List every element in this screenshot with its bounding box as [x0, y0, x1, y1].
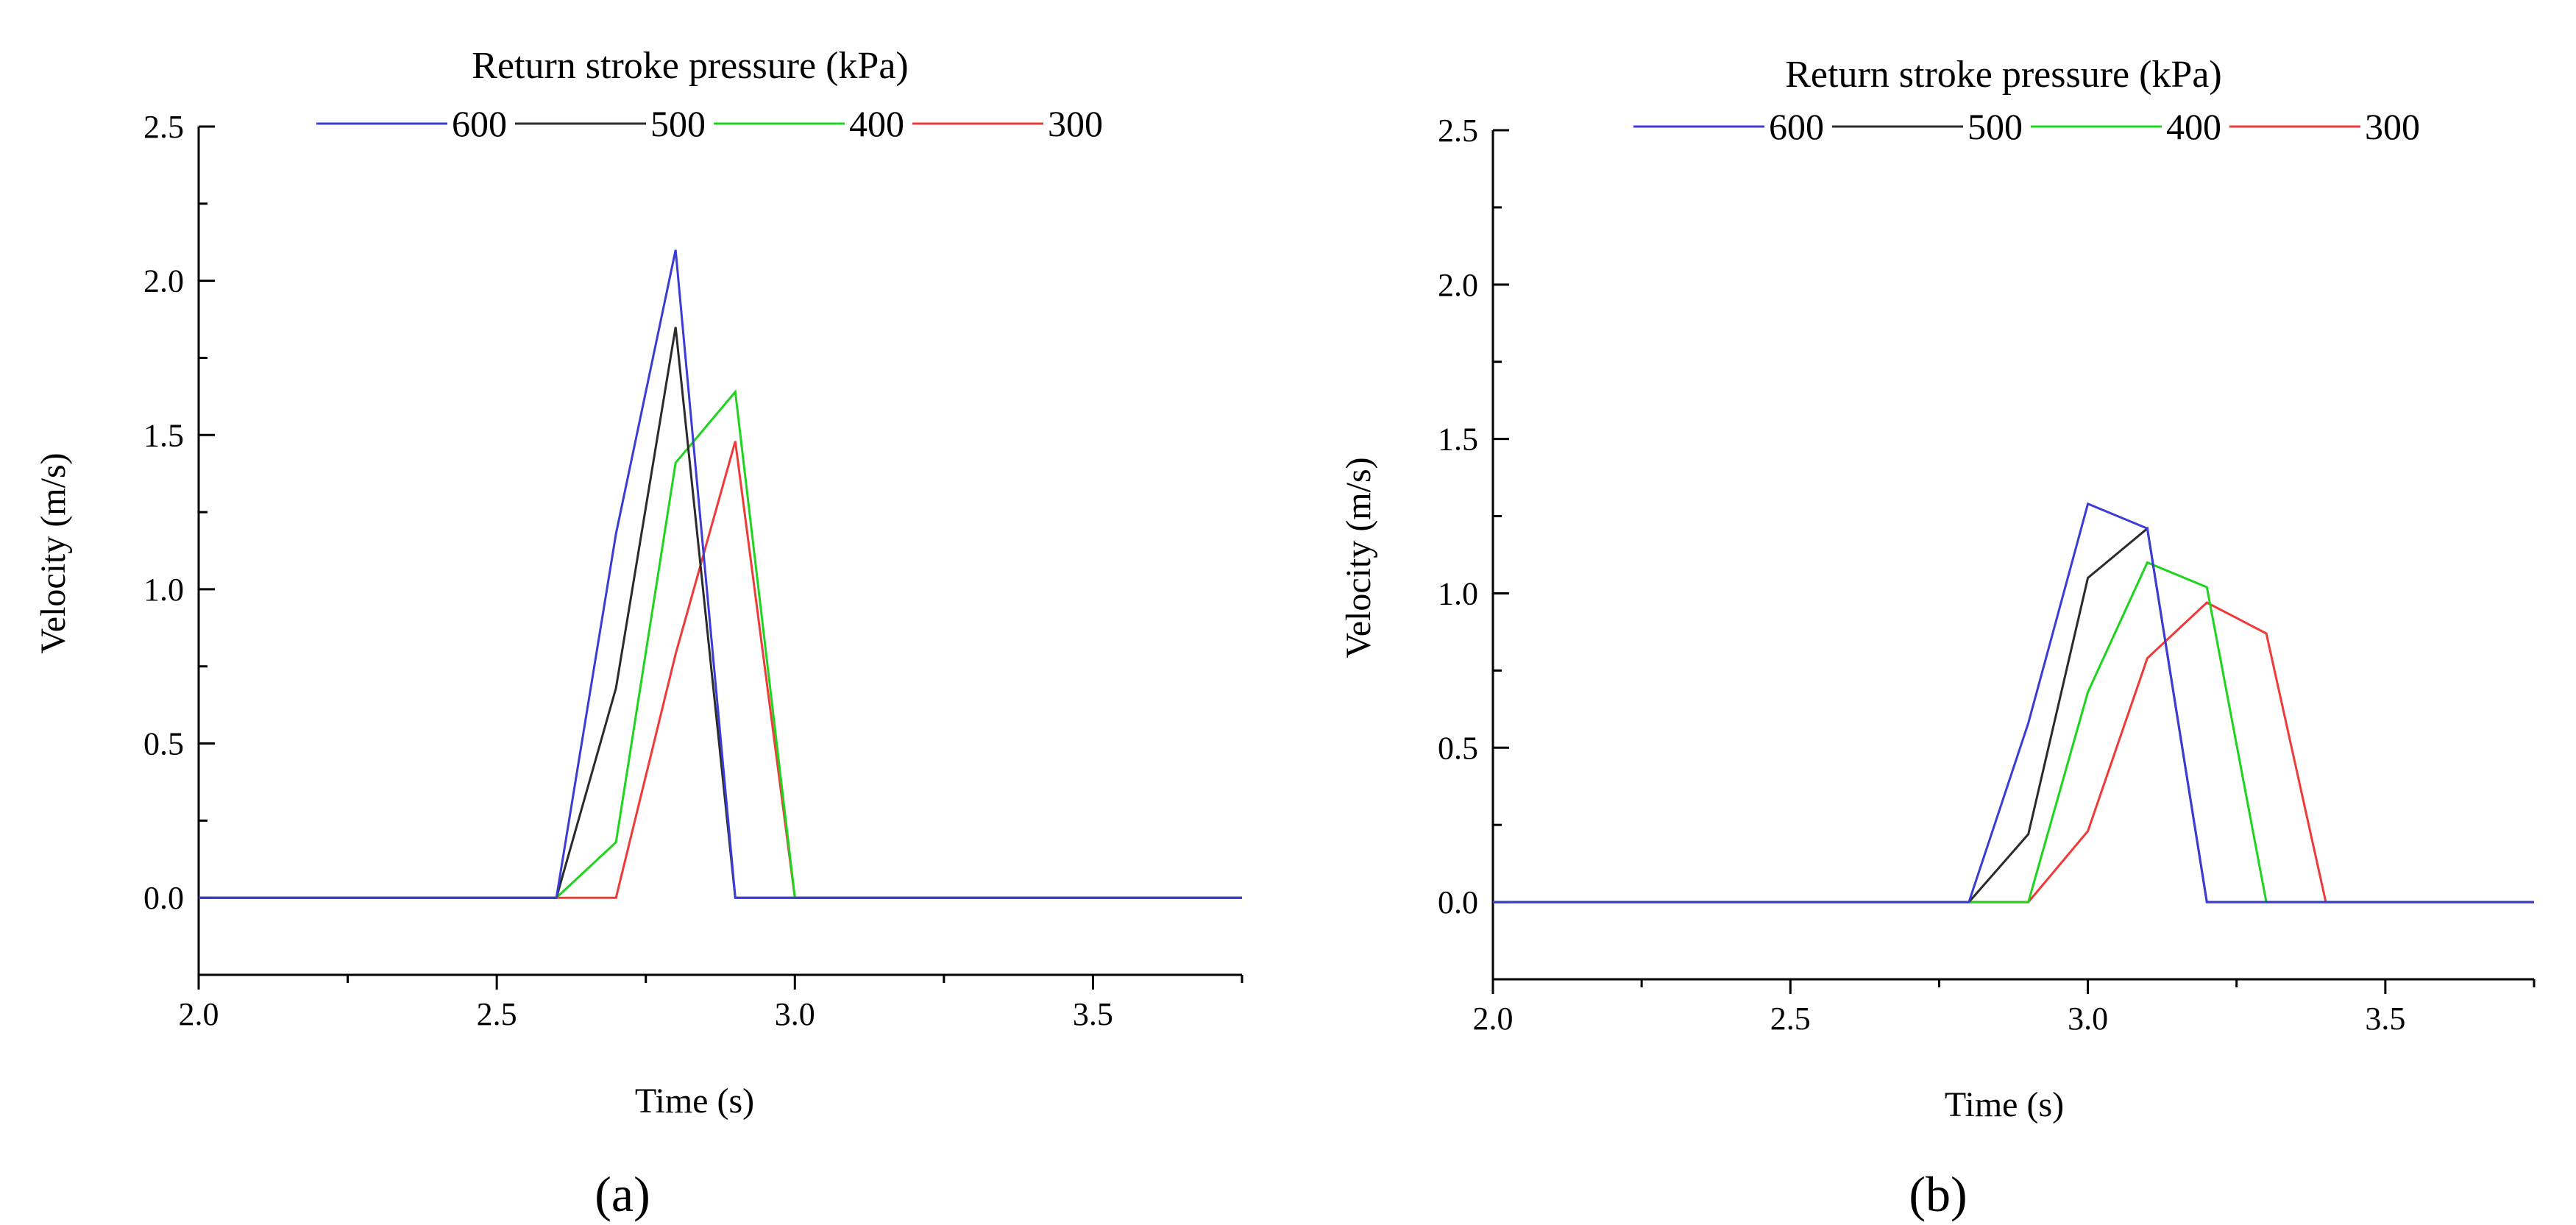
legend-title: Return stroke pressure (kPa) [472, 45, 909, 87]
x-tick-label: 3.5 [1073, 996, 1113, 1032]
chart-panel-b: Return stroke pressure (kPa) 600 500 400 30… [1339, 54, 2536, 1222]
plot-area: 0.0 0.5 1.0 1.5 2.0 2.5 2.0 2.5 3.0 3.5 [143, 109, 1243, 1032]
x-tick-label: 2.5 [1770, 1001, 1811, 1037]
y-tick-label: 2.0 [1438, 267, 1478, 303]
y-tick-label: 1.5 [143, 417, 184, 453]
series-line-600 [199, 249, 1242, 899]
legend-label-500: 500 [1968, 106, 2023, 147]
series-line-300 [199, 441, 1242, 899]
y-tick-label: 0.0 [143, 880, 184, 916]
legend-label-400: 400 [849, 103, 904, 144]
y-tick-label: 2.5 [1438, 113, 1478, 149]
series-line-400 [199, 388, 1242, 899]
x-tick-label: 2.0 [179, 996, 219, 1032]
y-tick-label: 1.5 [1438, 422, 1478, 458]
y-tick-label: 0.5 [1438, 730, 1478, 766]
chart-panel-a: Return stroke pressure (kPa) 600 500 400 30… [34, 45, 1243, 1222]
legend-label-300: 300 [1048, 103, 1103, 144]
legend: 600 500 400 300 [316, 103, 1103, 144]
legend-label-600: 600 [452, 103, 507, 144]
x-tick-label: 3.0 [775, 996, 815, 1032]
series-line-500 [199, 327, 1242, 899]
y-axis-label: Velocity (m/s) [1339, 457, 1378, 658]
x-tick-label: 2.0 [1473, 1001, 1514, 1037]
legend-title: Return stroke pressure (kPa) [1785, 54, 2222, 96]
x-tick-label: 3.5 [2365, 1001, 2405, 1037]
legend: 600 500 400 300 [1633, 106, 2420, 147]
y-axis-label: Velocity (m/s) [34, 452, 73, 653]
legend-label-300: 300 [2365, 106, 2420, 147]
legend-label-600: 600 [1769, 106, 1824, 147]
series-line-500 [1493, 526, 2534, 903]
y-tick-label: 1.0 [143, 572, 184, 608]
y-tick-label: 2.5 [143, 109, 184, 145]
x-tick-label: 2.5 [477, 996, 517, 1032]
series-line-300 [1493, 601, 2534, 903]
x-axis-label: Time (s) [1945, 1085, 2064, 1124]
y-tick-label: 2.0 [143, 263, 184, 299]
x-axis-label: Time (s) [635, 1082, 754, 1121]
plot-area: 0.0 0.5 1.0 1.5 2.0 2.5 2.0 2.5 3.0 3.5 [1438, 113, 2536, 1037]
legend-label-400: 400 [2166, 106, 2221, 147]
panel-label: (b) [1909, 1166, 1967, 1222]
panel-label: (a) [595, 1166, 650, 1222]
y-tick-label: 1.0 [1438, 575, 1478, 611]
y-tick-label: 0.5 [143, 726, 184, 762]
y-tick-label: 0.0 [1438, 884, 1478, 920]
series-line-600 [1493, 502, 2534, 903]
legend-label-500: 500 [650, 103, 706, 144]
x-tick-label: 3.0 [2068, 1001, 2108, 1037]
